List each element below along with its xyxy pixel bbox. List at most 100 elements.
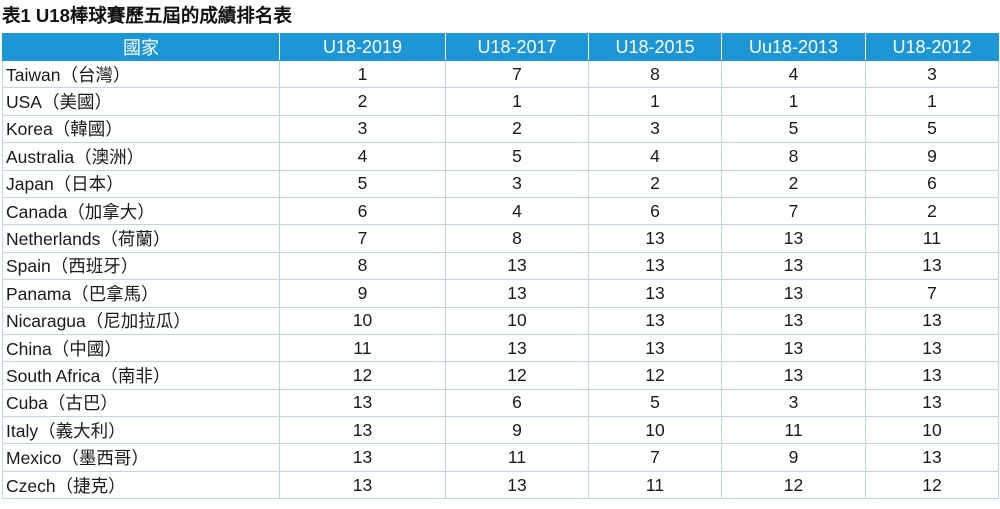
rank-cell: 12 [445,361,589,390]
rank-cell: 13 [588,251,722,281]
rank-cell: 12 [721,470,866,500]
rank-cell: 3 [721,388,866,418]
rank-cell: 2 [721,169,866,198]
rank-cell: 3 [279,114,446,144]
rank-cell: 13 [721,361,866,390]
table-row: Netherlands（荷蘭） 7 8 13 13 11 [2,224,999,253]
table-row: China（中國） 11 13 13 13 13 [2,333,999,363]
table-row: Mexico（墨西哥） 13 11 7 9 13 [2,443,999,472]
country-cell: South Africa（南非） [2,361,280,390]
rank-cell: 13 [721,224,866,253]
rank-cell: 9 [721,443,866,472]
country-cell: Taiwan（台灣） [2,59,280,89]
rank-cell: 4 [721,59,866,89]
rank-cell: 8 [279,251,446,281]
country-cell: Canada（加拿大） [2,196,280,226]
rank-cell: 13 [588,306,722,335]
rank-cell: 5 [721,114,866,144]
country-cell: Panama（巴拿馬） [2,279,280,308]
rank-cell: 8 [721,142,866,171]
rank-cell: 12 [279,361,446,390]
rank-cell: 1 [721,87,866,116]
rank-cell: 11 [588,470,722,500]
rank-cell: 13 [865,251,999,281]
rank-cell: 1 [865,87,999,116]
column-header-year: Uu18-2013 [721,33,866,61]
country-cell: Korea（韓國） [2,114,280,144]
table-row: Spain（西班牙） 8 13 13 13 13 [2,251,999,281]
rank-cell: 13 [588,333,722,363]
rank-cell: 10 [445,306,589,335]
rank-cell: 11 [865,224,999,253]
table-row: USA（美國） 2 1 1 1 1 [2,87,999,116]
table-row: Australia（澳洲） 4 5 4 8 9 [2,142,999,171]
rank-cell: 13 [279,443,446,472]
rank-cell: 6 [279,196,446,226]
rank-cell: 11 [279,333,446,363]
rank-cell: 10 [865,416,999,445]
rank-cell: 13 [279,470,446,500]
rank-cell: 2 [865,196,999,226]
rank-cell: 13 [445,251,589,281]
rank-cell: 3 [588,114,722,144]
rank-cell: 13 [721,306,866,335]
rank-cell: 4 [588,142,722,171]
country-cell: Mexico（墨西哥） [2,443,280,472]
country-cell: Cuba（古巴） [2,388,280,418]
country-cell: Spain（西班牙） [2,251,280,281]
table-row: Korea（韓國） 3 2 3 5 5 [2,114,999,144]
table-row: Panama（巴拿馬） 9 13 13 13 7 [2,279,999,308]
column-header-year: U18-2012 [865,33,999,61]
country-cell: Nicaragua（尼加拉瓜） [2,306,280,335]
table-body: Taiwan（台灣） 1 7 8 4 3 USA（美國） 2 1 1 1 1 Korea（韓國） 3 2 3 5… [2,59,999,500]
rank-cell: 13 [445,333,589,363]
rank-cell: 13 [279,416,446,445]
country-cell: Japan（日本） [2,169,280,198]
table-row: Japan（日本） 5 3 2 2 6 [2,169,999,198]
country-cell: Italy（義大利） [2,416,280,445]
rank-cell: 13 [865,333,999,363]
rank-cell: 7 [445,59,589,89]
rank-cell: 11 [721,416,866,445]
rank-cell: 8 [588,59,722,89]
country-cell: USA（美國） [2,87,280,116]
rank-cell: 1 [279,59,446,89]
rank-cell: 13 [865,443,999,472]
country-cell: Czech（捷克） [2,470,280,500]
country-cell: Netherlands（荷蘭） [2,224,280,253]
rank-cell: 13 [721,251,866,281]
table-row: Taiwan（台灣） 1 7 8 4 3 [2,59,999,89]
rank-cell: 13 [865,361,999,390]
rank-cell: 6 [588,196,722,226]
rank-cell: 13 [445,279,589,308]
column-header-year: U18-2015 [588,33,722,61]
rank-cell: 5 [865,114,999,144]
table-title: 表1 U18棒球賽歷五屆的成績排名表 [2,5,292,26]
rank-cell: 8 [445,224,589,253]
rank-cell: 4 [279,142,446,171]
rank-cell: 5 [445,142,589,171]
table-row: Cuba（古巴） 13 6 5 3 13 [2,388,999,418]
column-header-year: U18-2019 [279,33,446,61]
ranking-table-container: 國家 U18-2019 U18-2017 U18-2015 Uu18-2013 … [2,33,999,500]
column-header-year: U18-2017 [445,33,589,61]
rank-cell: 6 [445,388,589,418]
rank-cell: 13 [279,388,446,418]
rank-cell: 10 [588,416,722,445]
rank-cell: 1 [588,87,722,116]
rank-cell: 2 [445,114,589,144]
rank-cell: 5 [588,388,722,418]
rank-cell: 12 [865,470,999,500]
rank-cell: 4 [445,196,589,226]
rank-cell: 7 [279,224,446,253]
column-header-country: 國家 [2,33,280,61]
rank-cell: 7 [865,279,999,308]
table-row: Canada（加拿大） 6 4 6 7 2 [2,196,999,226]
table-row: South Africa（南非） 12 12 12 13 13 [2,361,999,390]
rank-cell: 13 [865,306,999,335]
rank-cell: 7 [721,196,866,226]
rank-cell: 13 [721,333,866,363]
country-cell: Australia（澳洲） [2,142,280,171]
header-row: 國家 U18-2019 U18-2017 U18-2015 Uu18-2013 … [2,33,999,61]
rank-cell: 13 [588,224,722,253]
